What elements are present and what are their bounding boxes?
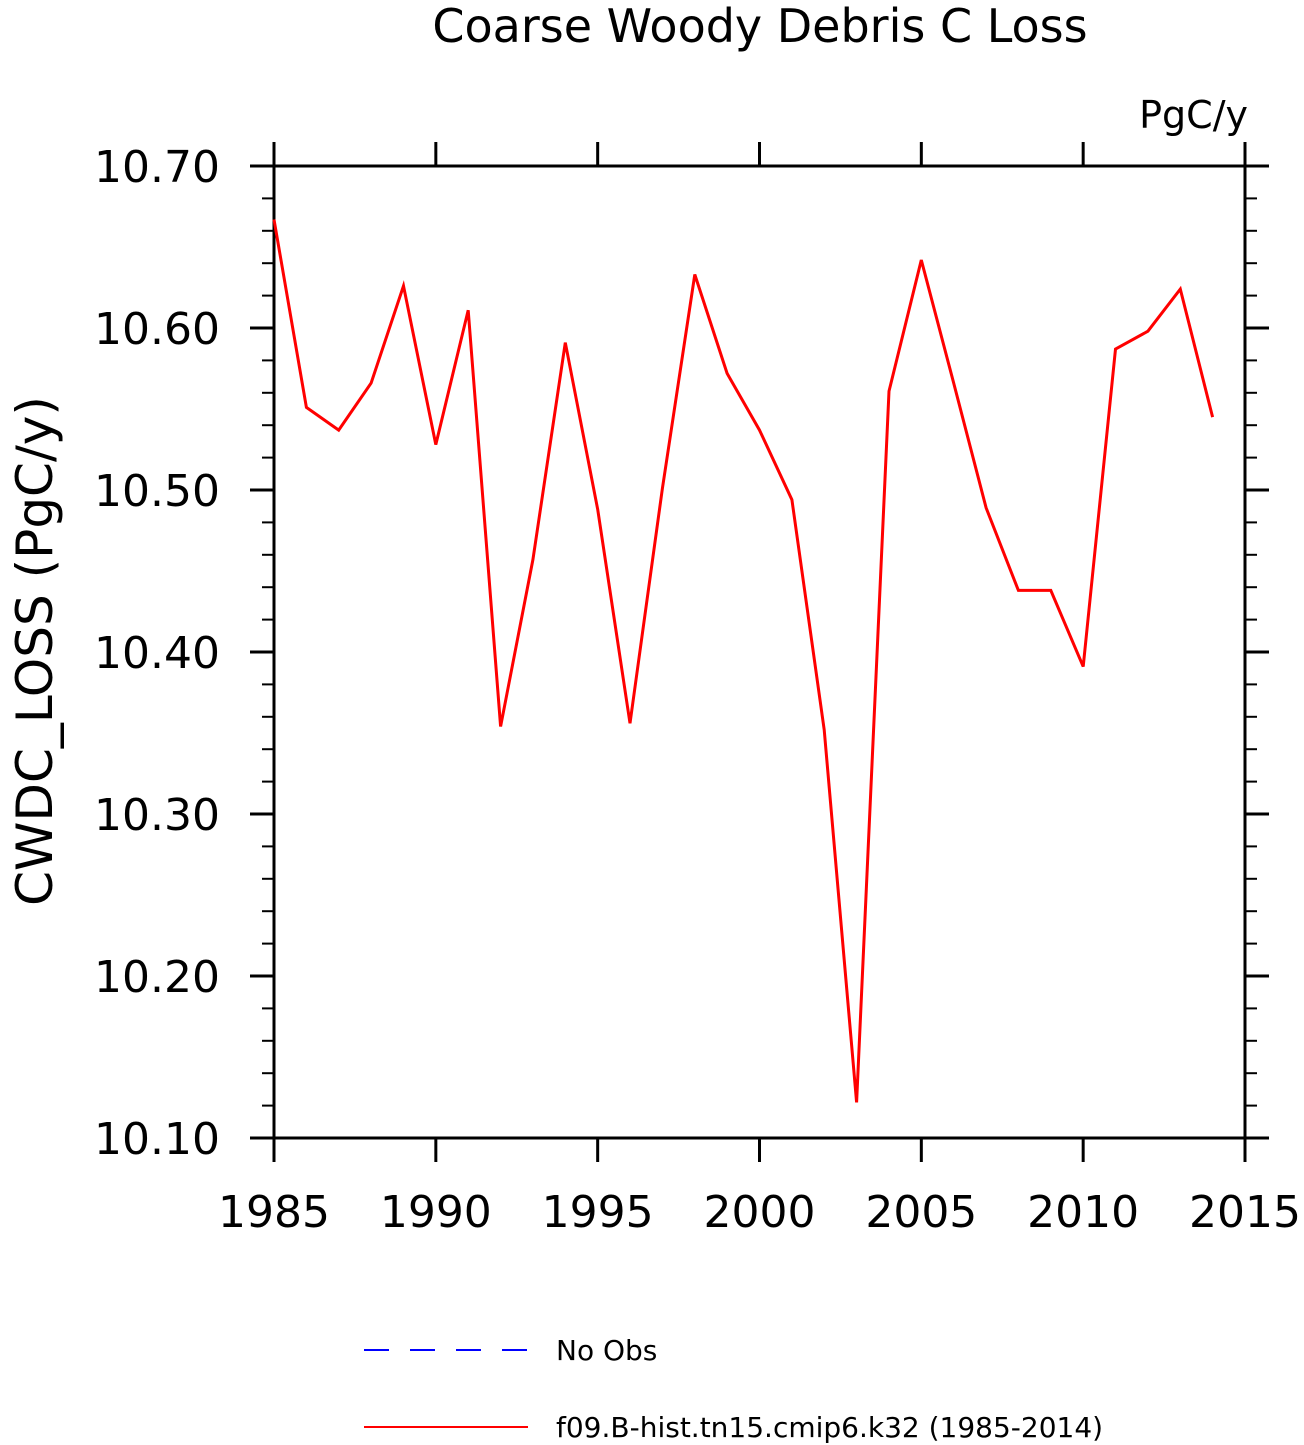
legend: No Obs f09.B-hist.tn15.cmip6.k32 (1985-20…	[364, 1334, 1103, 1444]
units-label: PgC/y	[1139, 93, 1248, 137]
series-layer	[272, 219, 1215, 1103]
legend-label-0: No Obs	[556, 1334, 657, 1367]
x-tick-label: 1995	[542, 1187, 654, 1238]
x-tick-label: 2000	[704, 1187, 816, 1238]
y-tick-label: 10.40	[94, 628, 220, 679]
x-tick-label: 1990	[380, 1187, 492, 1238]
y-axis-label: CWDC_LOSS (PgC/y)	[6, 396, 64, 906]
x-tick-label: 2005	[865, 1187, 977, 1238]
x-tick-label: 1985	[218, 1187, 330, 1238]
y-tick-label: 10.60	[94, 304, 220, 355]
chart-title: Coarse Woody Debris C Loss	[432, 0, 1087, 53]
axis-ticks	[250, 142, 1269, 1162]
series-line-1	[272, 219, 1215, 1103]
y-tick-label: 10.30	[94, 790, 220, 841]
x-tick-label: 2015	[1189, 1187, 1301, 1238]
legend-label-1: f09.B-hist.tn15.cmip6.k32 (1985-2014)	[556, 1411, 1103, 1444]
y-tick-label: 10.50	[94, 466, 220, 517]
tick-labels: 1985 1990 1995 2000 2005 2010 2015 10.10 10.20 10…	[94, 142, 1301, 1238]
y-tick-label: 10.20	[94, 952, 220, 1003]
x-tick-label: 2010	[1027, 1187, 1139, 1238]
y-tick-label: 10.70	[94, 142, 220, 193]
plot-frame	[272, 164, 1247, 1140]
y-tick-label: 10.10	[94, 1114, 220, 1165]
